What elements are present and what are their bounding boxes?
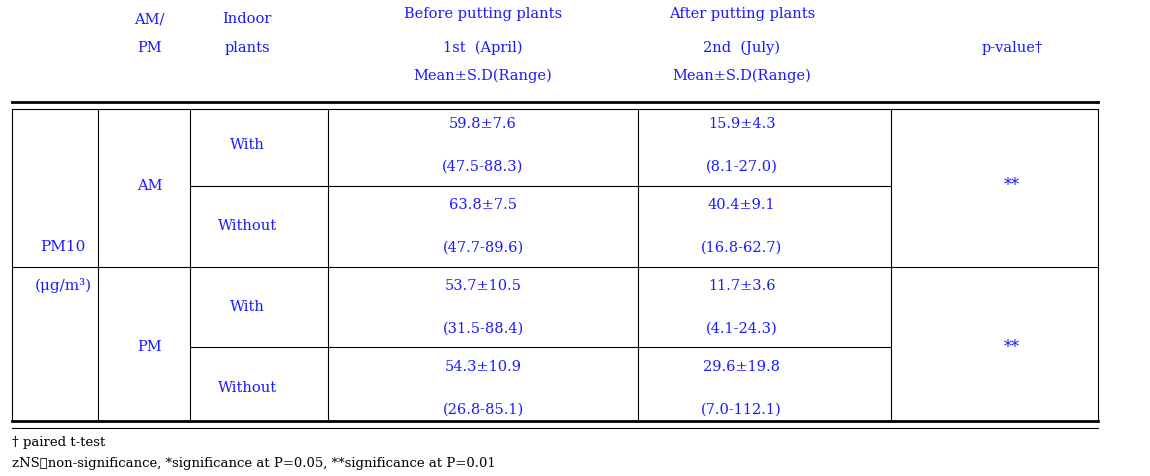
Text: Without: Without (217, 381, 277, 395)
Text: Before putting plants: Before putting plants (404, 7, 562, 21)
Text: Indoor: Indoor (223, 12, 271, 26)
Text: Mean±S.D(Range): Mean±S.D(Range) (673, 69, 811, 83)
Text: (7.0-112.1): (7.0-112.1) (702, 402, 782, 416)
Text: plants: plants (224, 40, 270, 55)
Text: 53.7±10.5: 53.7±10.5 (445, 278, 521, 293)
Text: (26.8-85.1): (26.8-85.1) (443, 402, 523, 416)
Text: Without: Without (217, 219, 277, 233)
Text: 40.4±9.1: 40.4±9.1 (708, 198, 775, 212)
Text: 63.8±7.5: 63.8±7.5 (448, 198, 518, 212)
Text: 59.8±7.6: 59.8±7.6 (448, 117, 518, 131)
Text: **: ** (1004, 177, 1020, 194)
Text: (47.5-88.3): (47.5-88.3) (443, 159, 523, 174)
Text: 11.7±3.6: 11.7±3.6 (708, 278, 775, 293)
Text: 1st  (April): 1st (April) (443, 40, 523, 55)
Text: † paired t-test: † paired t-test (12, 436, 105, 448)
Text: (4.1-24.3): (4.1-24.3) (706, 321, 777, 336)
Text: p-value†: p-value† (981, 40, 1043, 55)
Text: PM: PM (137, 40, 162, 55)
Text: 2nd  (July): 2nd (July) (704, 40, 780, 55)
Text: (31.5-88.4): (31.5-88.4) (443, 321, 523, 336)
Text: AM: AM (137, 178, 162, 193)
Text: **: ** (1004, 339, 1020, 356)
Text: AM/: AM/ (135, 12, 164, 26)
Text: 54.3±10.9: 54.3±10.9 (445, 359, 521, 374)
Text: With: With (230, 300, 264, 314)
Text: (16.8-62.7): (16.8-62.7) (702, 240, 782, 255)
Text: (μg/m³): (μg/m³) (34, 278, 92, 293)
Text: PM: PM (137, 340, 162, 355)
Text: zNS：non-significance, *significance at P=0.05, **significance at P=0.01: zNS：non-significance, *significance at P… (12, 457, 496, 470)
Text: With: With (230, 138, 264, 152)
Text: Mean±S.D(Range): Mean±S.D(Range) (414, 69, 552, 83)
Text: 29.6±19.8: 29.6±19.8 (704, 359, 780, 374)
Text: 15.9±4.3: 15.9±4.3 (708, 117, 775, 131)
Text: PM10: PM10 (40, 240, 86, 254)
Text: After putting plants: After putting plants (668, 7, 815, 21)
Text: (47.7-89.6): (47.7-89.6) (443, 240, 523, 255)
Text: (8.1-27.0): (8.1-27.0) (706, 159, 777, 174)
